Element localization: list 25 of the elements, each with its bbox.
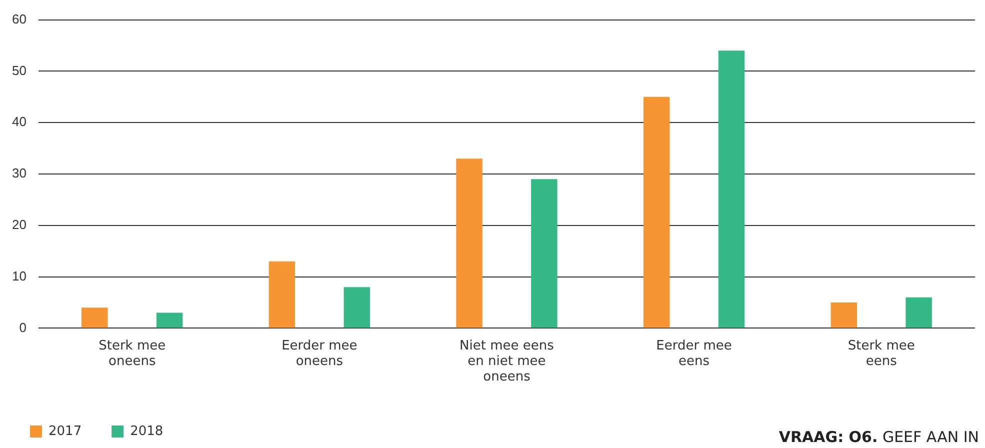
y-tick-label: 0 [19, 320, 26, 335]
bar [268, 261, 296, 328]
bar [531, 179, 558, 328]
text: VRAAG: O6. GEEF AAN IN [778, 428, 979, 446]
x-tick-label: Niet mee eens en niet mee oneens [460, 338, 554, 385]
y-tick-label: 40 [12, 114, 26, 130]
bar [906, 297, 932, 328]
legend-label: 2017 [48, 424, 82, 439]
y-tick-label: 50 [12, 62, 26, 78]
legend-label: 2018 [130, 424, 164, 439]
bar [156, 312, 183, 328]
bar [344, 287, 370, 328]
bar [82, 308, 108, 328]
x-tick-label: Eerder mee oneens [282, 338, 358, 369]
y-tick-label: 20 [12, 216, 26, 232]
x-tick-label: Sterk mee eens [848, 338, 915, 369]
y-tick-label: 10 [12, 268, 26, 284]
x-tick-label: Sterk mee oneens [98, 338, 166, 369]
bar [456, 158, 482, 328]
y-tick-label: 60 [12, 11, 26, 26]
y-tick-label: 30 [12, 166, 26, 181]
bar [830, 302, 857, 328]
bar [643, 96, 670, 328]
x-tick-label: Eerder mee eens [656, 338, 732, 369]
bar [718, 50, 745, 328]
